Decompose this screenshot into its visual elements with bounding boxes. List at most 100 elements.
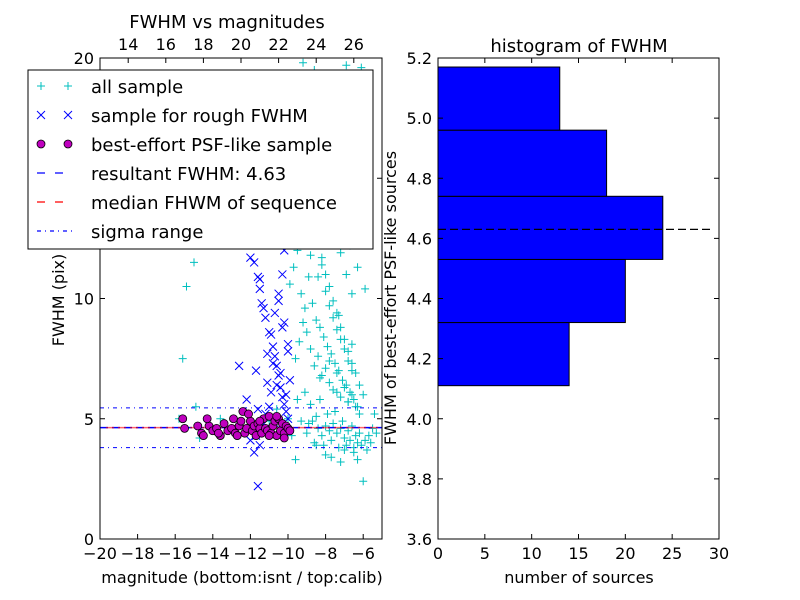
psf-sample-point: [236, 416, 246, 426]
legend: all sample sample for rough FWHM best-ef…: [27, 69, 374, 250]
all-sample-point: [317, 253, 326, 262]
all-sample-point: [342, 441, 351, 450]
left-plot-frame: [99, 57, 383, 540]
rough-sample-point: [242, 395, 251, 404]
right-y-axis-label: FWHM of best-effort PSF-like sources: [381, 151, 400, 445]
all-sample-point: [304, 272, 313, 281]
legend-box: [27, 69, 374, 250]
all-sample-point: [329, 313, 338, 322]
all-sample-point: [323, 342, 332, 351]
rough-sample-point: [276, 383, 285, 392]
left-y-tick-label: 0: [84, 530, 94, 549]
left-x-tick-label: −8: [314, 544, 338, 563]
all-sample-point: [289, 263, 298, 272]
all-sample-point: [347, 359, 356, 368]
all-sample-point: [297, 417, 306, 426]
all-sample-point: [327, 349, 336, 358]
rough-sample-point: [283, 347, 293, 356]
all-sample-point: [336, 323, 345, 332]
right-x-tick-label: 0: [433, 544, 443, 563]
all-sample-point: [346, 388, 355, 397]
all-sample-point: [321, 421, 330, 430]
all-sample-point: [302, 429, 311, 438]
right-y-tick-label: 3.6: [407, 530, 432, 549]
all-sample-point: [306, 345, 315, 354]
all-sample-point: [321, 450, 330, 459]
right-y-tick-label: 5.2: [407, 49, 432, 68]
all-sample-point: [314, 272, 323, 281]
legend-label-rough-sample: sample for rough FWHM: [91, 106, 308, 127]
psf-sample-point: [214, 428, 223, 438]
all-sample-point: [306, 251, 315, 260]
all-sample-point: [332, 429, 341, 438]
rough-sample-point: [276, 368, 285, 378]
all-sample-point: [272, 405, 281, 414]
all-sample-point: [190, 258, 198, 267]
all-sample-point: [285, 280, 294, 289]
rough-sample-point: [262, 349, 272, 359]
all-sample-point: [321, 270, 330, 279]
all-sample-point: [314, 352, 323, 361]
left-top-tick-label: 14: [118, 35, 138, 54]
all-sample-point: [312, 316, 321, 325]
right-x-tick-label: 15: [568, 544, 588, 563]
all-sample-point: [336, 458, 345, 467]
all-sample-point: [315, 373, 324, 382]
all-sample-point: [325, 301, 334, 310]
all-sample-point: [331, 407, 339, 416]
all-sample-point: [329, 296, 338, 305]
rough-sample-point: [259, 303, 268, 313]
left-y-tick-label: 10: [74, 290, 94, 309]
psf-sample-point: [198, 431, 208, 440]
fwhm-histogram-chart: histogram of FWHM 0 5 10 15 20 25 30 3.6 3.8 4.0 4…: [381, 36, 729, 587]
histogram-bar: [437, 66, 561, 131]
all-sample-point: [308, 299, 317, 308]
all-sample-point: [347, 340, 356, 349]
all-sample-point: [344, 397, 353, 406]
legend-label-median-fwhm: median FHWM of sequence: [91, 193, 337, 214]
rough-sample-point: [262, 378, 272, 388]
all-sample-point: [308, 417, 317, 426]
all-sample-point: [291, 354, 300, 363]
rough-sample-point: [278, 323, 287, 332]
rough-sample-point: [253, 404, 263, 414]
left-y-axis-label: FWHM (pix): [49, 254, 68, 347]
all-sample-point: [366, 438, 375, 447]
all-sample-point: [340, 335, 349, 344]
right-y-tick-label: 4.4: [407, 290, 432, 309]
rough-sample-point: [272, 361, 282, 371]
all-sample-point: [349, 395, 358, 404]
all-sample-point: [315, 323, 324, 332]
all-sample-point: [361, 284, 370, 293]
right-x-tick-label: 5: [480, 544, 490, 563]
legend-marker-rough-sample: [36, 110, 73, 120]
histogram-bar: [437, 258, 626, 324]
all-sample-point: [334, 311, 343, 320]
left-axis-ticks: −20−18−16−14−12−10−8−6051015201416182022…: [74, 35, 382, 563]
left-x-axis-label: magnitude (bottom:isnt / top:calib): [101, 568, 382, 587]
all-sample-point: [327, 436, 336, 445]
all-sample-point: [300, 304, 309, 313]
all-sample-point: [351, 369, 360, 378]
rough-sample-point: [281, 390, 291, 400]
left-x-tick-label: −14: [196, 544, 230, 563]
rough-sample-point: [274, 289, 283, 299]
psf-sample-point: [180, 423, 190, 433]
right-y-tick-label: 5.0: [407, 109, 432, 128]
right-y-tick-label: 4.0: [407, 410, 432, 429]
all-sample-point: [325, 357, 334, 366]
left-chart-title: FWHM vs magnitudes: [129, 12, 324, 33]
rough-sample-point: [268, 359, 278, 368]
all-sample-point: [353, 455, 362, 464]
all-sample-point: [334, 366, 343, 375]
legend-marker-psf-sample: [36, 139, 73, 149]
right-y-tick-label: 3.8: [407, 470, 432, 489]
left-y-tick-label: 20: [74, 49, 94, 68]
all-sample-point: [295, 337, 304, 346]
left-top-tick-label: 20: [231, 35, 251, 54]
all-sample-point: [327, 453, 336, 462]
all-sample-point: [338, 417, 347, 426]
all-sample-point: [336, 248, 345, 257]
all-sample-point: [338, 376, 347, 385]
